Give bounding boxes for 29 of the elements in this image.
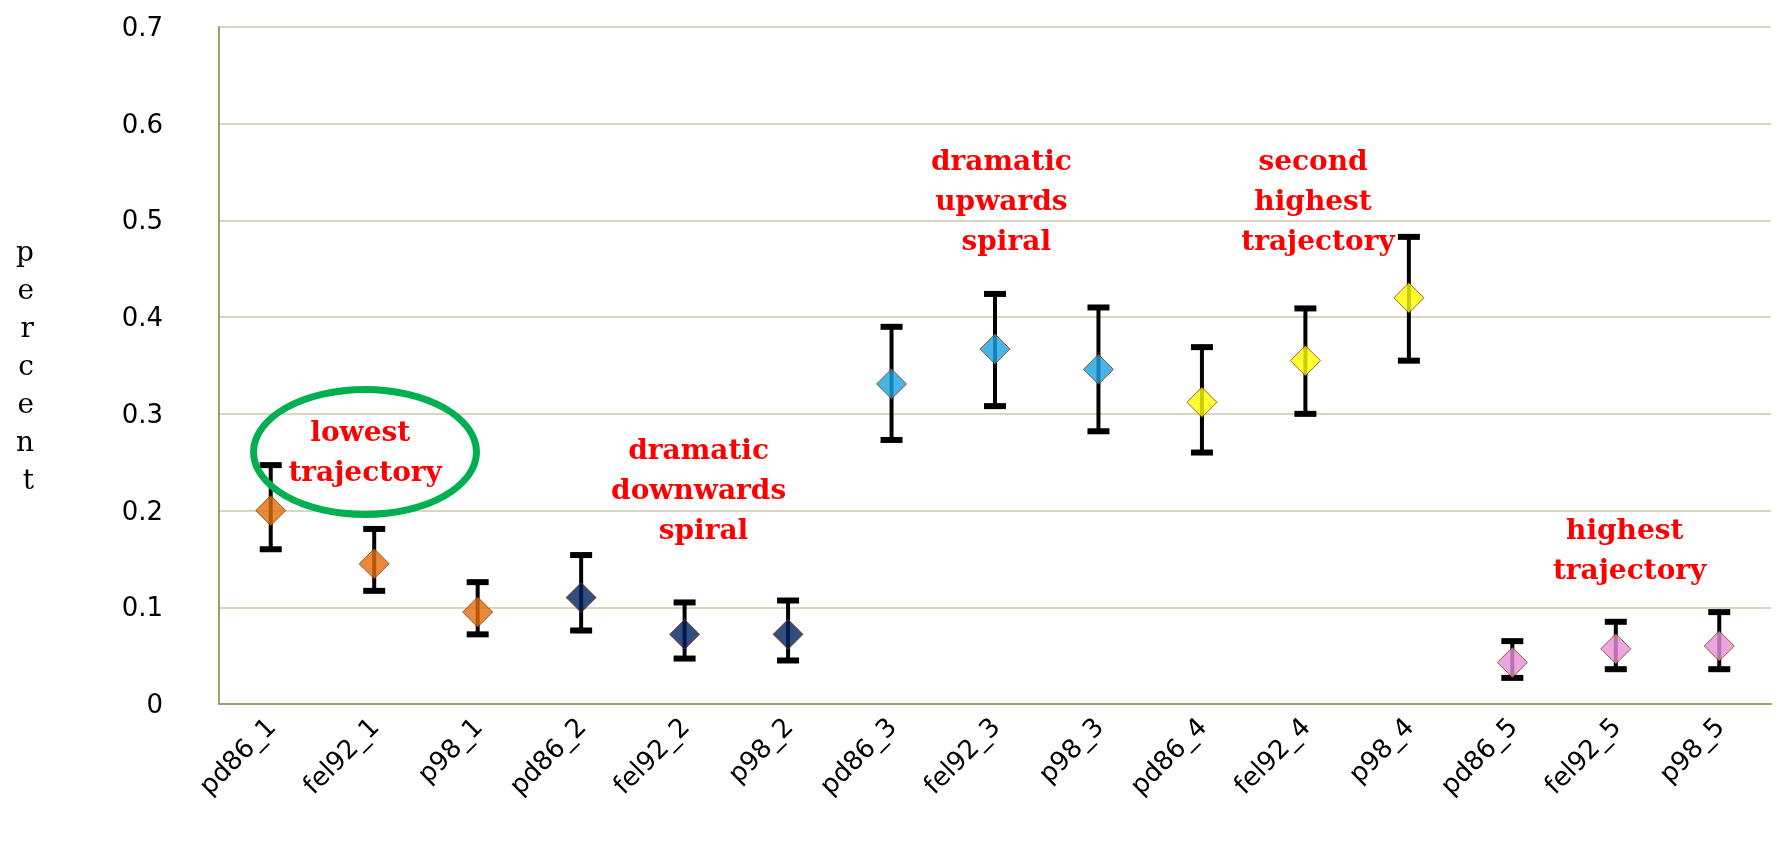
annotation: highest trajectory (1552, 513, 1708, 587)
point (1289, 345, 1321, 377)
point (462, 596, 494, 628)
point (1393, 282, 1425, 314)
point (1703, 630, 1735, 662)
y-tick-label: 0.2 (121, 495, 163, 526)
y-tick-label: 0.6 (121, 108, 163, 139)
point (772, 618, 804, 650)
point (669, 618, 701, 650)
y-axis-title: percent (15, 235, 35, 496)
point (358, 548, 390, 580)
annotation: second highest trajectory (1241, 143, 1396, 257)
y-tick-label: 0.1 (121, 592, 163, 623)
point (1496, 646, 1528, 678)
y-tick-label: 0 (146, 689, 163, 719)
point (565, 582, 597, 614)
annotation: dramatic downwards spiral (611, 433, 796, 547)
point (1600, 633, 1632, 665)
y-tick-label: 0.7 (121, 12, 163, 42)
point (255, 495, 287, 527)
point (876, 368, 908, 400)
y-tick-label: 0.3 (121, 398, 163, 429)
point (979, 333, 1011, 365)
y-tick-label: 0.4 (121, 302, 163, 333)
annotation: lowest trajectory (288, 415, 443, 489)
y-tick-label: 0.5 (121, 205, 163, 236)
point (1082, 353, 1114, 385)
annotation: dramatic upwards spiral (930, 143, 1082, 257)
point (1186, 386, 1218, 418)
